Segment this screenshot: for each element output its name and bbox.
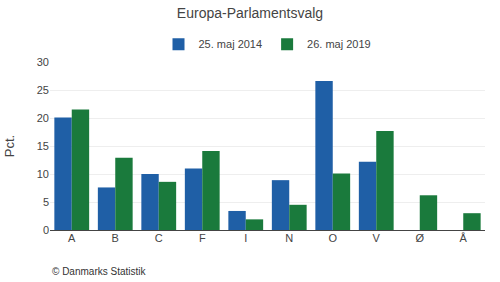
svg-text:A: A [68, 232, 76, 244]
svg-text:0: 0 [43, 224, 49, 236]
svg-text:25. maj 2014: 25. maj 2014 [199, 38, 263, 50]
svg-text:O: O [328, 232, 337, 244]
svg-text:F: F [199, 232, 206, 244]
svg-text:20: 20 [37, 112, 49, 124]
svg-text:© Danmarks Statistik: © Danmarks Statistik [52, 266, 147, 277]
svg-text:5: 5 [43, 196, 49, 208]
svg-text:Europa-Parlamentsvalg: Europa-Parlamentsvalg [177, 5, 323, 21]
svg-text:15: 15 [37, 140, 49, 152]
svg-text:I: I [244, 232, 247, 244]
svg-text:30: 30 [37, 56, 49, 68]
svg-text:V: V [373, 232, 381, 244]
svg-text:Å: Å [460, 232, 468, 244]
svg-text:25: 25 [37, 84, 49, 96]
svg-text:B: B [112, 232, 119, 244]
svg-text:Pct.: Pct. [2, 135, 17, 157]
svg-text:Ø: Ø [415, 232, 424, 244]
svg-text:N: N [285, 232, 293, 244]
svg-text:10: 10 [37, 168, 49, 180]
svg-text:C: C [155, 232, 163, 244]
svg-text:26. maj 2019: 26. maj 2019 [307, 38, 371, 50]
